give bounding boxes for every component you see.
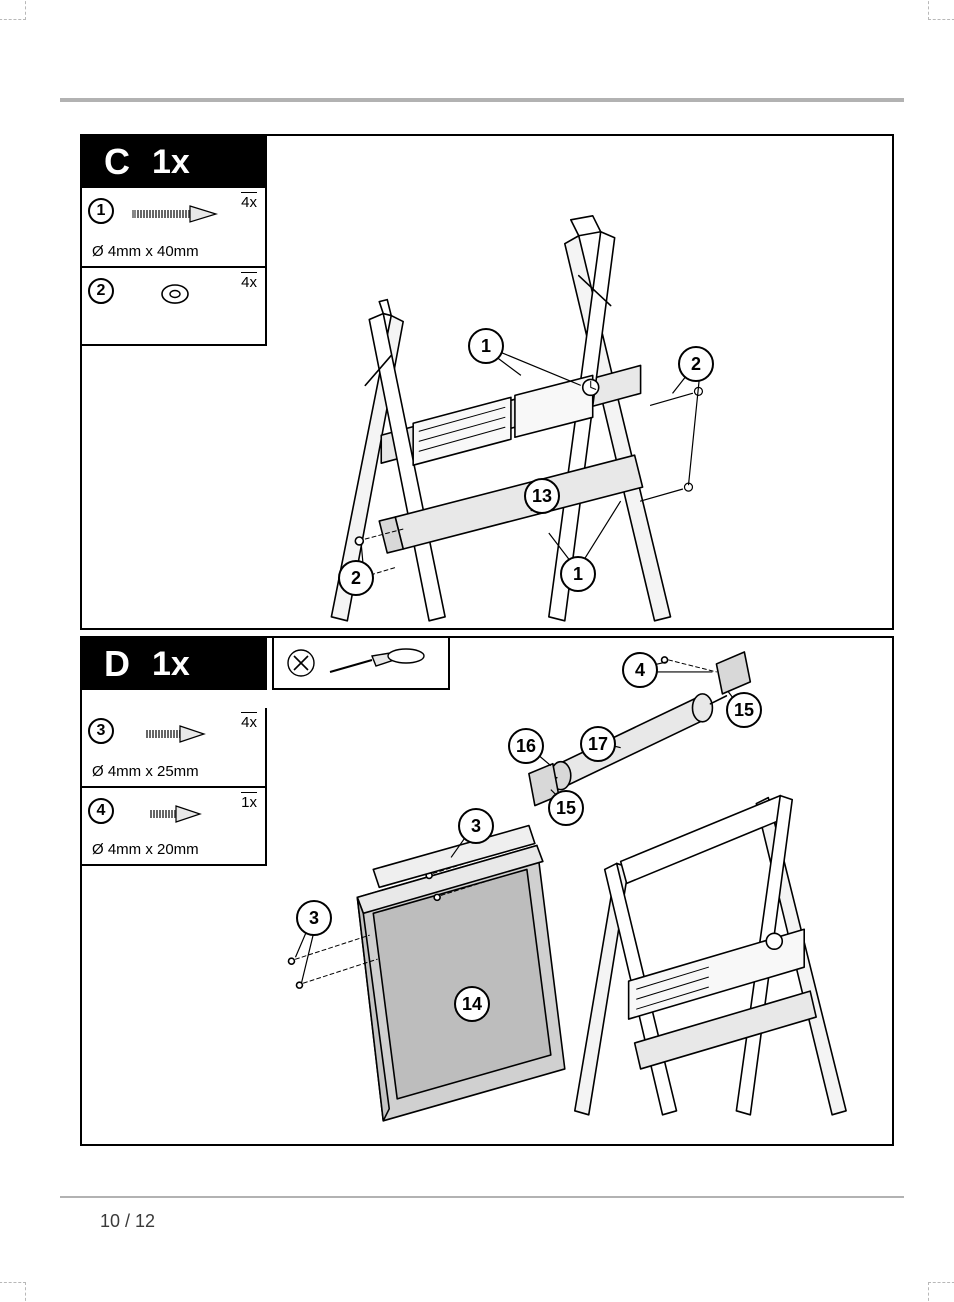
- crop-mark-bl: [0, 1282, 26, 1302]
- top-rule: [60, 98, 904, 102]
- part-row: 3 4x Ø 4mm x 25mm: [82, 708, 265, 786]
- screw-short-icon: [130, 718, 220, 750]
- cross-head-icon: [286, 648, 316, 678]
- step-header-d: D 1x: [82, 638, 267, 690]
- page-number: 10 / 12: [100, 1211, 155, 1232]
- bottom-rule: [60, 1196, 904, 1198]
- part-row: 1 4x Ø 4mm x 40mm: [82, 188, 265, 266]
- step-panel-c: C 1x 1 4x Ø 4mm x 40mm 2: [80, 134, 894, 630]
- parts-list-d: 3 4x Ø 4mm x 25mm 4 1x: [80, 708, 267, 866]
- washer-icon: [130, 278, 220, 310]
- step-panel-d: D 1x 3 4x: [80, 636, 894, 1146]
- callout-badge: 15: [726, 692, 762, 728]
- part-number-badge: 3: [88, 718, 114, 744]
- callout-badge: 3: [458, 808, 494, 844]
- screwdriver-icon: [326, 648, 436, 678]
- crop-mark-tl: [0, 0, 26, 20]
- part-qty: 4x: [241, 712, 257, 731]
- part-row: 4 1x Ø 4mm x 20mm: [82, 786, 265, 864]
- callout-badge: 16: [508, 728, 544, 764]
- part-row: 2 4x: [82, 266, 265, 344]
- callout-badge: 1: [468, 328, 504, 364]
- crop-mark-br: [928, 1282, 954, 1302]
- part-number-badge: 4: [88, 798, 114, 824]
- part-spec: Ø 4mm x 20mm: [92, 841, 257, 858]
- part-qty: 4x: [241, 192, 257, 211]
- callout-badge: 14: [454, 986, 490, 1022]
- callout-badge: 3: [296, 900, 332, 936]
- screw-short-icon: [130, 798, 220, 830]
- page-body: C 1x 1 4x Ø 4mm x 40mm 2: [60, 28, 904, 1262]
- tool-required-box: [272, 636, 450, 690]
- screw-long-icon: [130, 198, 220, 230]
- part-spec: Ø 4mm x 25mm: [92, 763, 257, 780]
- step-header-c: C 1x: [82, 136, 267, 188]
- callout-badge: 1: [560, 556, 596, 592]
- callout-badge: 15: [548, 790, 584, 826]
- part-number-badge: 2: [88, 278, 114, 304]
- parts-list-c: 1 4x Ø 4mm x 40mm 2: [80, 188, 267, 346]
- part-qty: 1x: [241, 792, 257, 811]
- crop-mark-tr: [928, 0, 954, 20]
- step-count: 1x: [152, 143, 190, 182]
- part-number-badge: 1: [88, 198, 114, 224]
- callout-badge: 4: [622, 652, 658, 688]
- callout-badge: 13: [524, 478, 560, 514]
- step-count: 1x: [152, 645, 190, 684]
- part-qty: 4x: [241, 272, 257, 291]
- callout-badge: 2: [338, 560, 374, 596]
- callout-badge: 17: [580, 726, 616, 762]
- callout-badge: 2: [678, 346, 714, 382]
- part-spec: Ø 4mm x 40mm: [92, 243, 257, 260]
- step-letter: D: [82, 643, 152, 685]
- step-letter: C: [82, 141, 152, 183]
